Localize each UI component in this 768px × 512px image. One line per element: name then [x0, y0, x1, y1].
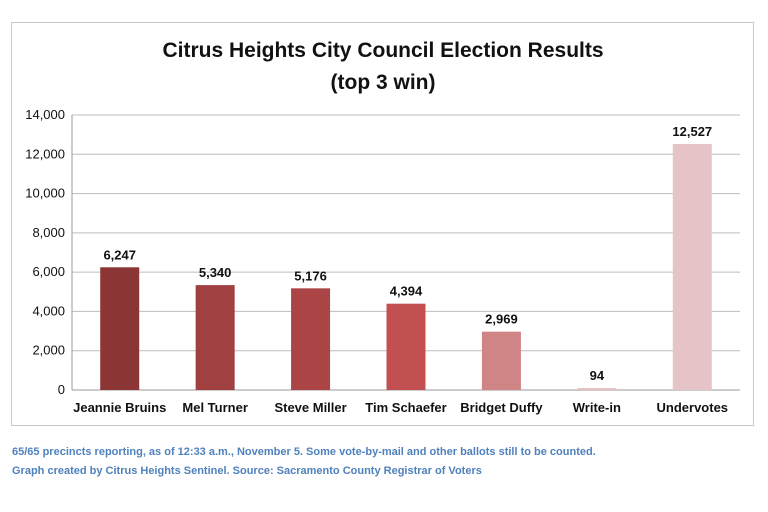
y-tick-label: 12,000	[25, 146, 65, 161]
chart-subtitle: (top 3 win)	[331, 71, 436, 94]
x-tick-label: Bridget Duffy	[460, 400, 543, 415]
data-label: 5,176	[294, 268, 327, 283]
y-tick-label: 8,000	[32, 225, 65, 240]
bar	[386, 303, 426, 390]
y-tick-label: 2,000	[32, 343, 65, 358]
x-tick-label: Write-in	[573, 400, 621, 415]
bar	[100, 267, 140, 390]
y-tick-label: 10,000	[25, 186, 65, 201]
x-tick-label: Steve Miller	[274, 400, 346, 415]
y-tick-label: 0	[58, 382, 65, 397]
data-label: 5,340	[199, 265, 232, 280]
chart-frame: Citrus Heights City Council Election Res…	[11, 22, 754, 426]
bar	[291, 288, 331, 390]
bars	[100, 143, 712, 390]
bar	[577, 388, 617, 390]
data-labels: 6,247 5,340 5,176 4,394 2,969 94 12,527	[103, 124, 712, 383]
footnote-status: 65/65 precincts reporting, as of 12:33 a…	[12, 446, 596, 458]
bar	[672, 143, 712, 390]
bar	[481, 331, 521, 390]
footnote-source: Graph created by Citrus Heights Sentinel…	[12, 465, 482, 477]
x-tick-label: Mel Turner	[182, 400, 248, 415]
bar	[195, 285, 235, 390]
bar-chart: Citrus Heights City Council Election Res…	[25, 39, 740, 415]
data-label: 6,247	[103, 247, 136, 262]
data-label: 94	[590, 368, 605, 383]
y-tick-label: 14,000	[25, 107, 65, 122]
y-tick-label: 4,000	[32, 303, 65, 318]
x-tick-label: Jeannie Bruins	[73, 400, 166, 415]
data-label: 12,527	[672, 124, 712, 139]
y-axis: 0 2,000 4,000 6,000 8,000 10,000 12,000 14,000	[25, 107, 65, 397]
x-tick-label: Undervotes	[657, 400, 729, 415]
data-label: 4,394	[390, 284, 423, 299]
data-label: 2,969	[485, 312, 518, 327]
chart-title: Citrus Heights City Council Election Res…	[162, 39, 603, 62]
x-tick-label: Tim Schaefer	[365, 400, 446, 415]
y-tick-label: 6,000	[32, 264, 65, 279]
x-axis: Jeannie Bruins Mel Turner Steve Miller Tim …	[73, 400, 728, 415]
